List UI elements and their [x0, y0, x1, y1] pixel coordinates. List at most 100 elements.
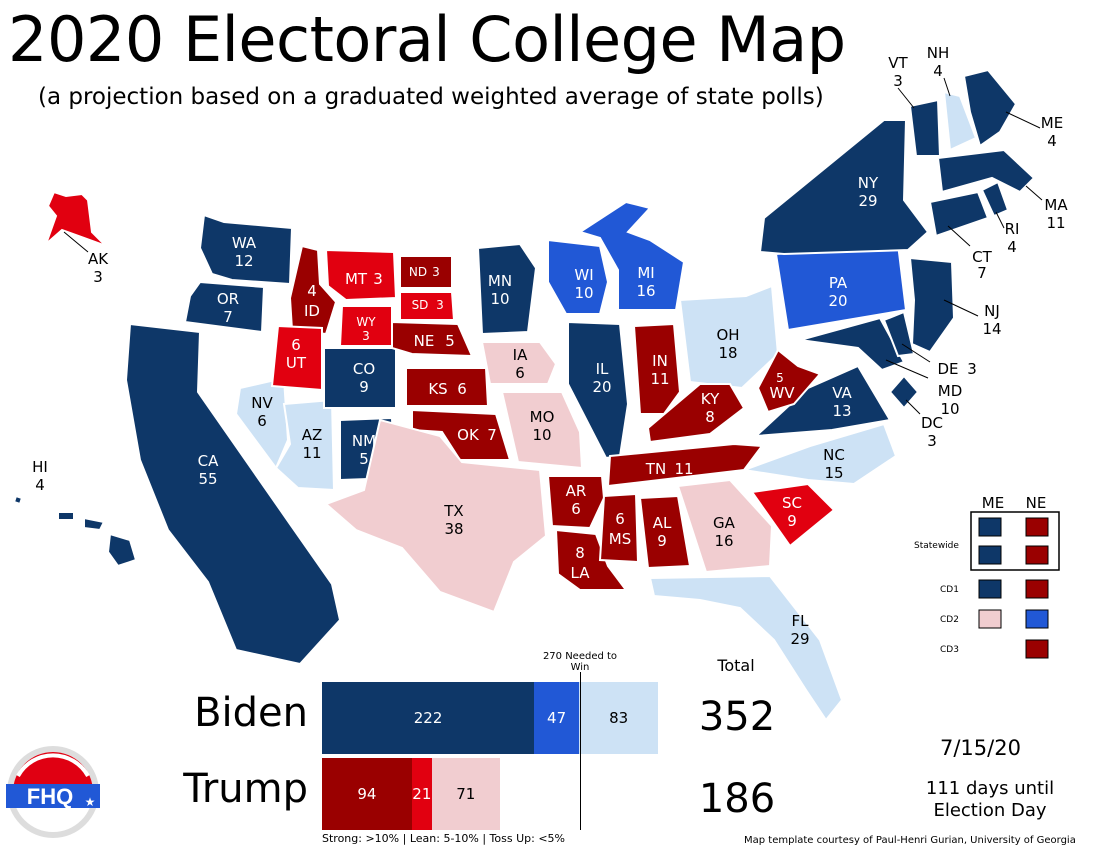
- state-NE[interactable]: [391, 320, 474, 358]
- state-HI-2[interactable]: [57, 511, 75, 521]
- legend-me-header: ME: [982, 494, 1004, 512]
- state-TN[interactable]: [606, 442, 764, 488]
- label-MI-ev: 16: [636, 282, 655, 300]
- label-OH-ev: 18: [718, 344, 737, 362]
- state-IN[interactable]: [632, 322, 682, 415]
- label-NC-ev: 15: [824, 464, 843, 482]
- state-UT[interactable]: [270, 324, 323, 392]
- state-AK[interactable]: [43, 190, 107, 248]
- label-MO-ev: 10: [532, 426, 551, 444]
- label-TX-abbr: TX: [443, 502, 463, 520]
- state-HI-4[interactable]: [106, 532, 138, 568]
- state-ND[interactable]: [399, 255, 453, 289]
- label-MD-abbr: MD: [938, 382, 963, 400]
- state-OR[interactable]: [183, 280, 266, 334]
- state-GA[interactable]: [676, 478, 774, 574]
- state-CO[interactable]: [323, 347, 397, 409]
- label-MS-ev: 6: [615, 510, 625, 528]
- state-WI[interactable]: [547, 238, 610, 315]
- district-legend: ME NE Statewide CD1 CD2 CD3: [914, 494, 1060, 659]
- label-MD-ev: 10: [940, 400, 959, 418]
- legend-statewide: Statewide: [914, 541, 959, 551]
- label-HI-abbr: HI: [32, 458, 48, 476]
- state-FL[interactable]: [648, 574, 844, 722]
- label-ME-abbr: ME: [1041, 114, 1063, 132]
- label-NE-ev: 5: [445, 332, 455, 350]
- label-MA-ev: 11: [1046, 214, 1065, 232]
- state-NY[interactable]: [758, 119, 930, 256]
- state-MD[interactable]: [799, 316, 906, 372]
- state-MO[interactable]: [500, 391, 584, 470]
- label-MS-abbr: MS: [609, 530, 631, 548]
- state-DE[interactable]: [882, 310, 916, 358]
- state-SC[interactable]: [750, 482, 836, 548]
- label-NV-ev: 6: [257, 412, 267, 430]
- label-CO-abbr: CO: [353, 360, 375, 378]
- state-AL[interactable]: [638, 494, 692, 570]
- state-NH[interactable]: [942, 90, 978, 152]
- state-MN[interactable]: [476, 242, 538, 336]
- state-WA[interactable]: [198, 213, 294, 286]
- label-ND-abbr: ND: [409, 265, 427, 279]
- state-SD[interactable]: [399, 291, 456, 321]
- total-header: Total: [717, 656, 755, 675]
- label-RI-abbr: RI: [1005, 220, 1020, 238]
- label-RI-ev: 4: [1007, 238, 1017, 256]
- state-CA[interactable]: [124, 322, 342, 666]
- logo-text: FHQ: [27, 784, 73, 809]
- state-KS[interactable]: [405, 367, 490, 407]
- state-NC[interactable]: [743, 422, 898, 486]
- label-IA-abbr: IA: [513, 346, 528, 364]
- state-TX[interactable]: [324, 418, 548, 614]
- legend-cd1: CD1: [940, 585, 959, 595]
- label-IL-ev: 20: [592, 378, 611, 396]
- state-MS[interactable]: [598, 492, 640, 564]
- label-KS-abbr: KS: [428, 380, 447, 398]
- label-MO-abbr: MO: [530, 408, 555, 426]
- state-ME[interactable]: [962, 68, 1018, 148]
- label-NH-abbr: NH: [927, 44, 950, 62]
- state-MT[interactable]: [324, 248, 398, 302]
- state-HI-3[interactable]: [83, 516, 106, 532]
- state-LA[interactable]: [554, 528, 628, 591]
- margin-legend: Strong: >10% | Lean: 5-10% | Toss Up: <5…: [322, 832, 566, 845]
- label-IN-ev: 11: [650, 370, 669, 388]
- state-ID[interactable]: [288, 244, 338, 336]
- days-line-1: 111 days until: [925, 778, 1055, 799]
- state-WV[interactable]: [756, 348, 822, 414]
- state-DC[interactable]: [888, 374, 920, 410]
- label-OK-ev: 7: [487, 426, 497, 444]
- state-MI[interactable]: [577, 200, 686, 311]
- state-NJ[interactable]: [908, 256, 956, 354]
- state-MA[interactable]: [936, 148, 1036, 194]
- label-UT-abbr: UT: [286, 354, 307, 372]
- label-OR-abbr: OR: [217, 290, 239, 308]
- state-IA[interactable]: [480, 341, 558, 385]
- label-WI-ev: 10: [574, 284, 593, 302]
- state-CT[interactable]: [928, 190, 990, 238]
- map-date: 7/15/20: [940, 736, 1021, 760]
- bar-biden-tossup: 83: [579, 682, 659, 754]
- label-VT-abbr: VT: [888, 54, 908, 72]
- state-KY[interactable]: [646, 383, 746, 444]
- label-PA-ev: 20: [828, 292, 847, 310]
- legend-cd2: CD2: [940, 615, 959, 625]
- label-OK-abbr: OK: [457, 426, 480, 444]
- state-AR[interactable]: [546, 475, 606, 530]
- state-RI[interactable]: [980, 180, 1010, 218]
- label-WY-abbr: WY: [356, 315, 376, 329]
- state-HI-1[interactable]: [12, 494, 24, 506]
- label-VA-abbr: VA: [832, 384, 852, 402]
- label-PA-abbr: PA: [829, 274, 848, 292]
- label-AL-abbr: AL: [653, 514, 672, 532]
- needed-to-win-label: 270 Needed to Win: [542, 651, 618, 673]
- label-GA-ev: 16: [714, 532, 733, 550]
- state-VT[interactable]: [908, 98, 942, 157]
- label-ME-ev: 4: [1047, 132, 1057, 150]
- label-WV-ev: 5: [776, 371, 784, 385]
- label-FL-abbr: FL: [792, 612, 810, 630]
- bar-trump-strong: 94: [322, 758, 412, 830]
- label-LA-ev: 8: [575, 544, 585, 562]
- page-title: 2020 Electoral College Map: [8, 3, 846, 76]
